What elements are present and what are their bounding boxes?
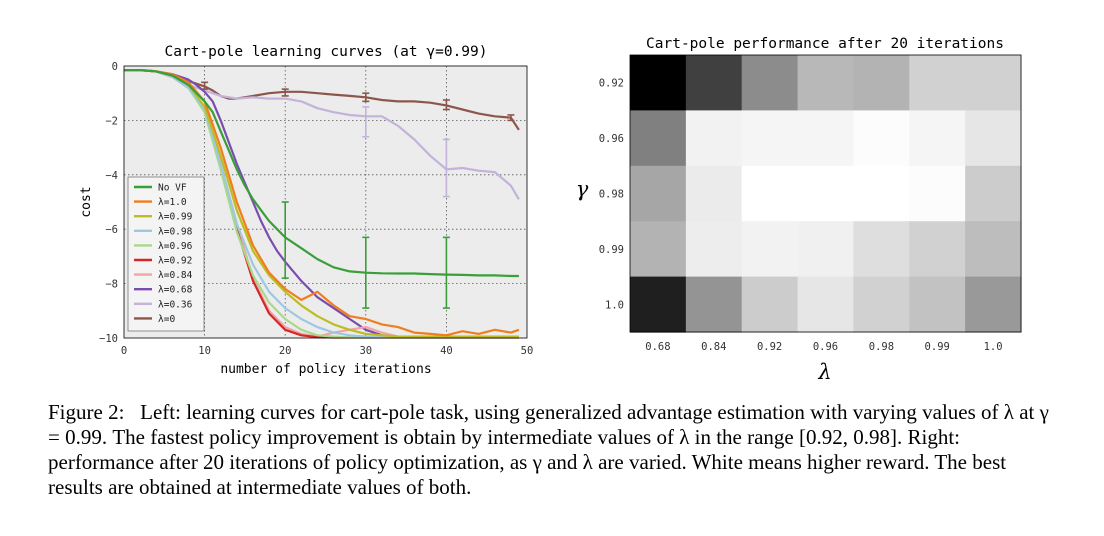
heatmap-y-tick-label: 0.99 bbox=[599, 244, 624, 256]
series-line bbox=[124, 68, 520, 337]
legend-entry: λ=0.96 bbox=[158, 241, 193, 252]
heatmap-cell bbox=[965, 165, 1022, 222]
heatmap-cell bbox=[909, 55, 966, 111]
legend: No VF λ=1.0 λ=0.99 λ=0.98 λ=0.96 λ=0.92 λ=0.84… bbox=[127, 176, 205, 332]
figure: 0 10 20 30 40 50 0 −2 −4 −6 −8 −10 Cart-pole learni… bbox=[79, 36, 1022, 384]
legend-entry: λ=0.98 bbox=[158, 226, 193, 237]
heatmap-cell bbox=[630, 110, 687, 167]
heatmap-y-tick-label: 0.92 bbox=[599, 78, 624, 90]
heatmap-x-tick-label: 0.98 bbox=[869, 341, 894, 353]
heatmap-cell bbox=[630, 276, 687, 333]
right-x-axis-label: λ bbox=[817, 360, 831, 384]
heatmap-cell bbox=[741, 110, 799, 167]
heatmap-y-tick-label: 1.0 bbox=[605, 299, 624, 311]
heatmap-x-tick-label: 0.84 bbox=[701, 341, 726, 353]
heatmap-cell bbox=[685, 221, 743, 278]
heatmap-cell bbox=[741, 276, 799, 333]
heatmap-cell bbox=[685, 165, 743, 222]
legend-entry: λ=0 bbox=[158, 314, 175, 325]
left-y-axis-label: cost bbox=[79, 186, 94, 217]
legend-entry: λ=0.92 bbox=[158, 256, 192, 267]
heatmap-cell bbox=[853, 165, 910, 222]
heatmap-cell bbox=[965, 110, 1022, 167]
y-tick-label: −2 bbox=[105, 115, 118, 127]
heatmap-cell bbox=[685, 55, 743, 111]
heatmap-cell bbox=[630, 55, 687, 111]
performance-heatmap: Cart-pole performance after 20 iteration… bbox=[576, 36, 1022, 384]
heatmap-x-tick-label: 0.96 bbox=[813, 341, 838, 353]
heatmap-frame bbox=[629, 54, 1022, 333]
heatmap-cell bbox=[797, 165, 855, 222]
y-tick-label: −6 bbox=[105, 224, 118, 236]
heatmap-cell bbox=[797, 221, 855, 278]
heatmap-cell bbox=[741, 55, 799, 111]
heatmap-y-tick-label: 0.96 bbox=[599, 133, 624, 145]
heatmap-cell bbox=[630, 165, 687, 222]
learning-curves-chart: 0 10 20 30 40 50 0 −2 −4 −6 −8 −10 Cart-pole learni… bbox=[79, 44, 533, 377]
legend-entry: λ=0.68 bbox=[158, 285, 193, 296]
heatmap-cell bbox=[965, 221, 1022, 278]
plot-frame bbox=[123, 65, 528, 339]
right-y-axis-label: γ bbox=[576, 177, 589, 201]
heatmap-cell bbox=[630, 221, 687, 278]
figure-caption: Figure 2: Left: learning curves for cart… bbox=[48, 400, 1058, 500]
heatmap-cell bbox=[797, 276, 855, 333]
left-x-axis-label: number of policy iterations bbox=[220, 362, 431, 377]
heatmap-x-tick-label: 0.92 bbox=[757, 341, 782, 353]
heatmap-cell bbox=[853, 276, 910, 333]
series-line bbox=[124, 68, 520, 131]
y-tick-label: 0 bbox=[112, 61, 118, 73]
heatmap-cell bbox=[909, 221, 966, 278]
heatmap-cell bbox=[909, 276, 966, 333]
x-tick-label: 40 bbox=[440, 345, 453, 357]
x-tick-label: 30 bbox=[359, 345, 372, 357]
x-tick-label: 20 bbox=[279, 345, 292, 357]
legend-entry: λ=0.99 bbox=[158, 212, 193, 223]
heatmap-cell bbox=[741, 221, 799, 278]
legend-entry: λ=0.84 bbox=[158, 270, 193, 281]
right-chart-title: Cart-pole performance after 20 iteration… bbox=[646, 36, 1004, 52]
heatmap-cell bbox=[853, 221, 910, 278]
caption-text: Figure 2: Left: learning curves for cart… bbox=[48, 400, 1049, 499]
legend-entry: λ=1.0 bbox=[158, 197, 187, 208]
heatmap-cell bbox=[797, 110, 855, 167]
heatmap-cell bbox=[853, 110, 910, 167]
x-tick-label: 0 bbox=[121, 345, 127, 357]
heatmap-cell bbox=[965, 55, 1022, 111]
legend-entry: λ=0.36 bbox=[158, 299, 193, 310]
heatmap-cell bbox=[685, 110, 743, 167]
x-tick-label: 50 bbox=[521, 345, 534, 357]
x-tick-label: 10 bbox=[198, 345, 211, 357]
heatmap-x-tick-label: 1.0 bbox=[984, 341, 1003, 353]
left-chart-title: Cart-pole learning curves (at γ=0.99) bbox=[164, 44, 487, 60]
y-tick-label: −8 bbox=[105, 279, 118, 291]
heatmap-cell bbox=[965, 276, 1022, 333]
heatmap-cell bbox=[685, 276, 743, 333]
y-tick-label: −4 bbox=[105, 170, 118, 182]
heatmap-x-tick-label: 0.68 bbox=[645, 341, 670, 353]
heatmap-cell bbox=[853, 55, 910, 111]
heatmap-cell bbox=[909, 165, 966, 222]
heatmap-cell bbox=[797, 55, 855, 111]
legend-entry: No VF bbox=[158, 183, 187, 194]
heatmap-y-tick-label: 0.98 bbox=[599, 189, 624, 201]
heatmap-cell bbox=[741, 165, 799, 222]
y-tick-label: −10 bbox=[99, 333, 118, 345]
heatmap-cell bbox=[909, 110, 966, 167]
heatmap-x-tick-label: 0.99 bbox=[925, 341, 950, 353]
